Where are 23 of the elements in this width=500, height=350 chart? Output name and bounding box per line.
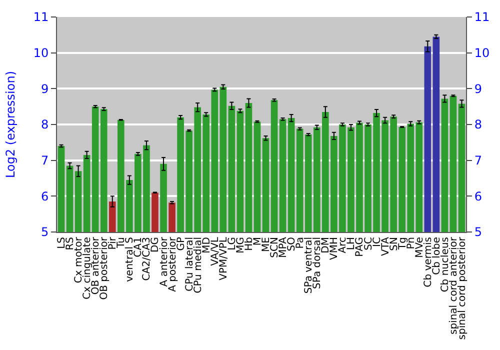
y-tick-label: 8	[40, 118, 49, 132]
y2-tick-label: 7	[474, 154, 482, 168]
x-tick-label: spinal cord posterior	[456, 236, 468, 340]
x-tick-label: Tg	[397, 237, 408, 250]
y2-tick-label: 11	[474, 10, 490, 24]
x-tick-label: OB posterior	[99, 236, 110, 300]
y2-tick-label: 8	[474, 118, 482, 132]
y-tick-label: 5	[40, 225, 49, 240]
y2-tick-label: 10	[474, 46, 490, 60]
y-tick-label: 9	[40, 82, 49, 96]
y-axis-title: Log2 (expression)	[4, 71, 18, 178]
y-tick-label: 11	[33, 10, 49, 24]
y-tick-label: 7	[40, 154, 49, 168]
y2-tick-label: 6	[474, 189, 482, 204]
x-tick-label: MVe	[414, 237, 426, 258]
x-tick-label: Cb lobe	[431, 237, 442, 275]
y-tick-label: 10	[33, 46, 49, 60]
x-tick-label: GP	[176, 237, 187, 251]
y2-tick-label: 5	[474, 225, 482, 240]
y-tick-label: 6	[40, 189, 49, 204]
x-tick-label: A posterior	[167, 236, 178, 292]
x-tick-label: DG	[150, 237, 162, 252]
y2-tick-label: 9	[474, 82, 482, 96]
